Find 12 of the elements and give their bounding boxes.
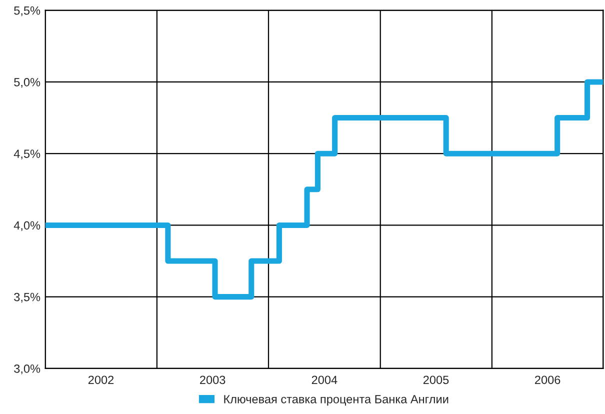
y-tick-label: 4,5% bbox=[14, 150, 40, 160]
x-tick-label: 2006 bbox=[535, 376, 560, 384]
legend-label: Ключевая ставка процента Банка Англии bbox=[224, 395, 448, 406]
x-tick-label: 2002 bbox=[88, 376, 114, 384]
y-tick-label: 4,0% bbox=[14, 221, 40, 232]
y-tick-label: 5,5% bbox=[14, 6, 40, 16]
y-tick-label: 3,5% bbox=[14, 292, 40, 303]
x-tick-label: 2003 bbox=[200, 376, 226, 384]
y-tick-label: 3,0% bbox=[14, 364, 40, 374]
x-tick-label: 2005 bbox=[423, 376, 449, 384]
x-tick-label: 2004 bbox=[312, 376, 338, 384]
y-tick-label: 5,0% bbox=[14, 78, 40, 88]
